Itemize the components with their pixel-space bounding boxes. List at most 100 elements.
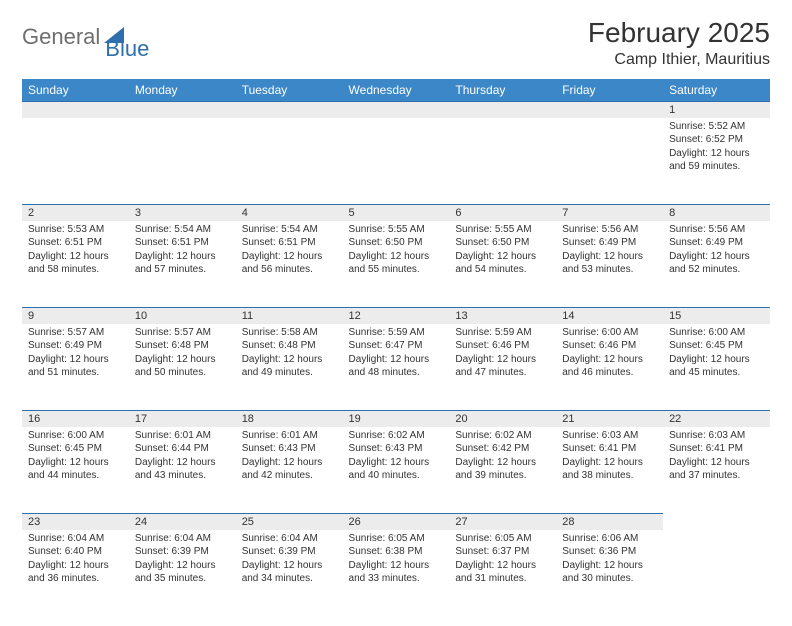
day-number: 10 <box>129 307 236 324</box>
day-cell: Sunrise: 5:57 AMSunset: 6:48 PMDaylight:… <box>129 324 236 410</box>
day-number <box>343 101 450 118</box>
day-number: 18 <box>236 410 343 427</box>
day-cell: Sunrise: 5:55 AMSunset: 6:50 PMDaylight:… <box>343 221 450 307</box>
day-cell: Sunrise: 5:59 AMSunset: 6:47 PMDaylight:… <box>343 324 450 410</box>
day-content: Sunrise: 6:04 AMSunset: 6:39 PMDaylight:… <box>236 530 343 590</box>
day-cell: Sunrise: 6:00 AMSunset: 6:45 PMDaylight:… <box>663 324 770 410</box>
day-content: Sunrise: 6:03 AMSunset: 6:41 PMDaylight:… <box>663 427 770 487</box>
day-content: Sunrise: 6:00 AMSunset: 6:45 PMDaylight:… <box>663 324 770 384</box>
day-number: 2 <box>22 204 129 221</box>
day-cell <box>663 530 770 616</box>
day-number <box>449 101 556 118</box>
day-number: 1 <box>663 101 770 118</box>
day-number: 25 <box>236 513 343 530</box>
day-number: 19 <box>343 410 450 427</box>
day-cell: Sunrise: 5:58 AMSunset: 6:48 PMDaylight:… <box>236 324 343 410</box>
day-content: Sunrise: 6:01 AMSunset: 6:43 PMDaylight:… <box>236 427 343 487</box>
day-cell: Sunrise: 5:52 AMSunset: 6:52 PMDaylight:… <box>663 118 770 204</box>
month-title: February 2025 <box>588 18 770 49</box>
day-number: 5 <box>343 204 450 221</box>
day-content: Sunrise: 5:56 AMSunset: 6:49 PMDaylight:… <box>556 221 663 281</box>
day-header: Friday <box>556 79 663 101</box>
brand-part1: General <box>22 24 100 50</box>
day-cell: Sunrise: 5:54 AMSunset: 6:51 PMDaylight:… <box>236 221 343 307</box>
day-content: Sunrise: 5:55 AMSunset: 6:50 PMDaylight:… <box>449 221 556 281</box>
day-number: 3 <box>129 204 236 221</box>
day-header: Wednesday <box>343 79 450 101</box>
day-cell: Sunrise: 5:56 AMSunset: 6:49 PMDaylight:… <box>663 221 770 307</box>
day-content: Sunrise: 5:53 AMSunset: 6:51 PMDaylight:… <box>22 221 129 281</box>
day-cell: Sunrise: 6:06 AMSunset: 6:36 PMDaylight:… <box>556 530 663 616</box>
day-content: Sunrise: 6:01 AMSunset: 6:44 PMDaylight:… <box>129 427 236 487</box>
day-cell: Sunrise: 5:57 AMSunset: 6:49 PMDaylight:… <box>22 324 129 410</box>
day-header: Sunday <box>22 79 129 101</box>
day-number: 4 <box>236 204 343 221</box>
day-cell <box>129 118 236 204</box>
day-content: Sunrise: 6:06 AMSunset: 6:36 PMDaylight:… <box>556 530 663 590</box>
day-content: Sunrise: 5:57 AMSunset: 6:48 PMDaylight:… <box>129 324 236 384</box>
day-number: 26 <box>343 513 450 530</box>
day-number: 7 <box>556 204 663 221</box>
day-cell: Sunrise: 5:53 AMSunset: 6:51 PMDaylight:… <box>22 221 129 307</box>
day-header: Tuesday <box>236 79 343 101</box>
day-cell <box>343 118 450 204</box>
day-cell <box>22 118 129 204</box>
day-cell: Sunrise: 6:02 AMSunset: 6:43 PMDaylight:… <box>343 427 450 513</box>
day-number: 13 <box>449 307 556 324</box>
day-number: 23 <box>22 513 129 530</box>
day-cell: Sunrise: 6:04 AMSunset: 6:40 PMDaylight:… <box>22 530 129 616</box>
day-content: Sunrise: 6:03 AMSunset: 6:41 PMDaylight:… <box>556 427 663 487</box>
day-content: Sunrise: 6:00 AMSunset: 6:46 PMDaylight:… <box>556 324 663 384</box>
brand-part2: Blue <box>105 36 149 62</box>
day-content: Sunrise: 5:59 AMSunset: 6:46 PMDaylight:… <box>449 324 556 384</box>
calendar-body: 1Sunrise: 5:52 AMSunset: 6:52 PMDaylight… <box>22 101 770 616</box>
day-cell <box>236 118 343 204</box>
day-content: Sunrise: 6:04 AMSunset: 6:39 PMDaylight:… <box>129 530 236 590</box>
day-cell: Sunrise: 6:05 AMSunset: 6:38 PMDaylight:… <box>343 530 450 616</box>
calendar-head: SundayMondayTuesdayWednesdayThursdayFrid… <box>22 79 770 101</box>
day-cell: Sunrise: 6:05 AMSunset: 6:37 PMDaylight:… <box>449 530 556 616</box>
day-content: Sunrise: 6:02 AMSunset: 6:43 PMDaylight:… <box>343 427 450 487</box>
day-content: Sunrise: 5:52 AMSunset: 6:52 PMDaylight:… <box>663 118 770 178</box>
day-content: Sunrise: 5:58 AMSunset: 6:48 PMDaylight:… <box>236 324 343 384</box>
day-number: 28 <box>556 513 663 530</box>
day-cell: Sunrise: 6:01 AMSunset: 6:43 PMDaylight:… <box>236 427 343 513</box>
day-cell: Sunrise: 6:00 AMSunset: 6:45 PMDaylight:… <box>22 427 129 513</box>
day-number <box>663 513 770 517</box>
day-cell <box>449 118 556 204</box>
day-cell: Sunrise: 6:03 AMSunset: 6:41 PMDaylight:… <box>556 427 663 513</box>
day-number <box>22 101 129 118</box>
day-content: Sunrise: 5:59 AMSunset: 6:47 PMDaylight:… <box>343 324 450 384</box>
day-number: 11 <box>236 307 343 324</box>
day-cell: Sunrise: 5:56 AMSunset: 6:49 PMDaylight:… <box>556 221 663 307</box>
day-header: Thursday <box>449 79 556 101</box>
title-block: February 2025 Camp Ithier, Mauritius <box>588 18 770 69</box>
calendar-page: General Blue February 2025 Camp Ithier, … <box>0 0 792 626</box>
day-cell: Sunrise: 6:04 AMSunset: 6:39 PMDaylight:… <box>129 530 236 616</box>
day-cell: Sunrise: 5:55 AMSunset: 6:50 PMDaylight:… <box>449 221 556 307</box>
day-cell: Sunrise: 6:03 AMSunset: 6:41 PMDaylight:… <box>663 427 770 513</box>
day-content: Sunrise: 6:00 AMSunset: 6:45 PMDaylight:… <box>22 427 129 487</box>
day-number: 20 <box>449 410 556 427</box>
day-content: Sunrise: 5:56 AMSunset: 6:49 PMDaylight:… <box>663 221 770 281</box>
day-number <box>129 101 236 118</box>
day-number <box>236 101 343 118</box>
day-cell <box>556 118 663 204</box>
day-number: 15 <box>663 307 770 324</box>
day-number: 16 <box>22 410 129 427</box>
day-number: 8 <box>663 204 770 221</box>
day-cell: Sunrise: 6:01 AMSunset: 6:44 PMDaylight:… <box>129 427 236 513</box>
day-number <box>556 101 663 118</box>
day-content: Sunrise: 5:54 AMSunset: 6:51 PMDaylight:… <box>236 221 343 281</box>
header-row: General Blue February 2025 Camp Ithier, … <box>22 18 770 69</box>
day-number: 6 <box>449 204 556 221</box>
day-header: Saturday <box>663 79 770 101</box>
day-number: 22 <box>663 410 770 427</box>
day-number: 21 <box>556 410 663 427</box>
day-number: 12 <box>343 307 450 324</box>
brand-logo: General Blue <box>22 18 169 50</box>
day-number: 27 <box>449 513 556 530</box>
day-cell: Sunrise: 6:00 AMSunset: 6:46 PMDaylight:… <box>556 324 663 410</box>
day-content: Sunrise: 6:04 AMSunset: 6:40 PMDaylight:… <box>22 530 129 590</box>
day-content: Sunrise: 6:05 AMSunset: 6:37 PMDaylight:… <box>449 530 556 590</box>
